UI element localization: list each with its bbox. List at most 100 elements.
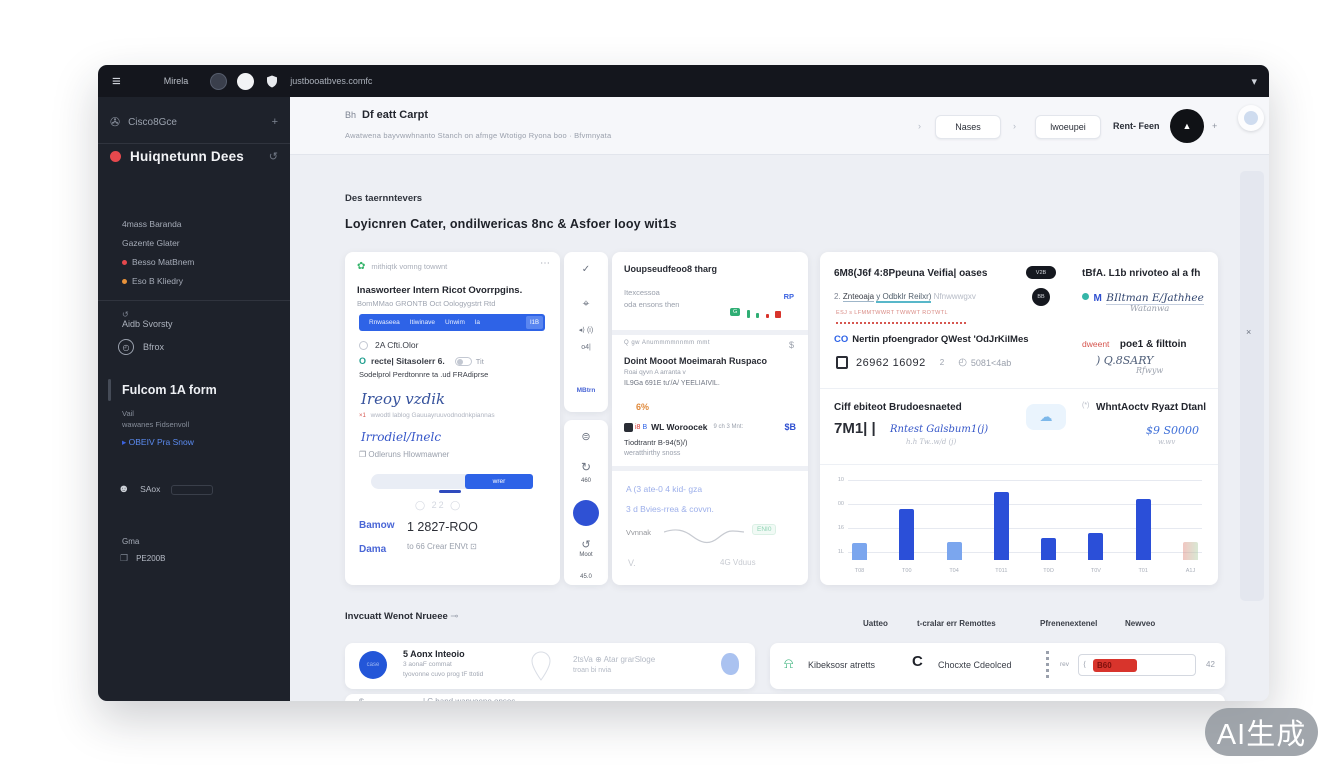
bell-icon[interactable]: ⊜	[581, 431, 591, 443]
toggle-option[interactable]: O recte| Sitasolerr 6. Tit	[359, 356, 484, 366]
amount-value: 1 2827-ROO	[407, 520, 478, 534]
cloud-badge[interactable]: ☁	[1026, 404, 1066, 430]
notes-button[interactable]: Nases	[935, 115, 1001, 139]
sidebar-recent[interactable]: ◴ Bfrox	[118, 339, 164, 355]
sidebar-item-1[interactable]: 4mass Baranda	[122, 219, 278, 229]
progress-fill-button[interactable]: wrer	[465, 474, 533, 489]
sec1-badge[interactable]: V2B	[1026, 266, 1056, 279]
add-icon[interactable]: +	[1212, 121, 1218, 131]
recent-label: Bfrox	[143, 342, 165, 352]
team-link[interactable]: ▸ OBEIV Pra Snow	[122, 437, 194, 447]
record-button[interactable]	[573, 500, 599, 526]
sidebar-item-3[interactable]: Besso MatBnem	[122, 257, 278, 267]
summary-card[interactable]: Uoupseudfeoo8 tharg Itexcessoa oda enson…	[612, 252, 808, 585]
rail-blue-label[interactable]: MBtrn	[576, 387, 596, 394]
row-right1: Kibeksosr atretts	[808, 660, 876, 670]
spark-label: Vvnnak	[626, 528, 652, 537]
chart-bar[interactable]	[899, 509, 915, 560]
secondary-button[interactable]: lwoeupei	[1035, 115, 1101, 139]
section-heading: Loyicnren Cater, ondilwericas 8nc & Asfo…	[345, 217, 677, 231]
browser-tab-title[interactable]: Mirela	[163, 76, 189, 86]
radio-icon[interactable]	[359, 340, 368, 350]
spark-badge: ENI0	[752, 524, 777, 535]
refresh-icon[interactable]: ↻	[580, 460, 592, 474]
undo-icon[interactable]: ↺	[581, 539, 591, 551]
project-header[interactable]: Huiqnetunn Dees ↺	[110, 149, 278, 164]
table-row-right[interactable]: ⍾ Kibeksosr atretts C Chocxte Cdeolced r…	[770, 643, 1225, 689]
chart-bar[interactable]	[1088, 533, 1104, 560]
row-tag: rev	[1060, 661, 1070, 668]
chart-bar[interactable]	[1041, 538, 1057, 560]
mini-b-row[interactable]: i8 B WL Woroocek 9 ch 3 Mnt: $B	[624, 422, 796, 432]
extension-icon[interactable]	[237, 72, 255, 90]
column-header-4[interactable]: Newveo	[1125, 619, 1156, 628]
add-workspace-button[interactable]: +	[271, 116, 278, 128]
sidebar-tools-link[interactable]: ↺ Aidb Svorsty	[122, 309, 173, 329]
faded-link2[interactable]: 3 d Bvies-rrea & covvn.	[626, 504, 714, 514]
more-menu-icon[interactable]: ⋯	[540, 258, 550, 269]
task-card[interactable]: ✿ mithiqtk vomng towwnt ⋯ Inasworteer In…	[345, 252, 560, 585]
chart-bar[interactable]	[946, 542, 962, 560]
workspace-switcher[interactable]: ✇ Cisco8Gce +	[110, 109, 278, 135]
blue-blob-icon[interactable]	[721, 653, 739, 675]
member-row[interactable]: ☻ SAox	[118, 483, 213, 495]
chart-bar[interactable]	[1182, 542, 1198, 560]
dollar-icon: $	[788, 340, 794, 350]
amount-label-2[interactable]: Dama	[359, 544, 387, 555]
caret-icon: ›	[1013, 121, 1016, 131]
footer-row[interactable]: ❐ PE200B	[120, 553, 165, 564]
chevron-down-icon[interactable]: ▾	[1251, 75, 1257, 88]
shield-icon[interactable]	[266, 75, 278, 88]
check-icon[interactable]: ✓	[581, 264, 591, 275]
person-icon: ☻	[118, 483, 130, 495]
chart-bar[interactable]	[993, 492, 1009, 560]
table-row-2[interactable]: $ | C band wanvoeno onses	[345, 694, 1225, 701]
chart-bar[interactable]	[852, 543, 867, 560]
profile-icon[interactable]	[210, 72, 228, 90]
sidebar-item-2[interactable]: Gazente Glater	[122, 238, 278, 248]
compass-icon: ✇	[110, 115, 121, 129]
toggle-switch[interactable]	[454, 356, 472, 366]
radio-option[interactable]: 2A Cfti.Olor	[359, 340, 418, 350]
faded-check[interactable]: V.	[628, 558, 636, 568]
mid-right-title: WhntAoctv Ryazt Dtanl	[1096, 402, 1206, 413]
team-sub1: Vail	[122, 409, 134, 418]
faded-link1[interactable]: A (3 ate-0 4 kid- gza	[626, 484, 703, 494]
close-icon[interactable]: ×	[1246, 327, 1252, 337]
column-header-2[interactable]: t-cralar err Remottes	[917, 619, 996, 628]
table-row-left[interactable]: case 5 Aonx Inteoio 3 aonaF commat tyovo…	[345, 643, 755, 689]
panel-toggle-button[interactable]	[1238, 105, 1264, 131]
progress-bar[interactable]: wrer	[371, 474, 533, 493]
report-card[interactable]: 6M8(J6f 4:8Ppeuna Veifia| oases V2B BB 2…	[820, 252, 1218, 585]
column-header-1[interactable]: Uatteo	[863, 619, 888, 628]
speaker-icon[interactable]: ◂⟩ (i)	[578, 327, 594, 334]
flag-icon[interactable]: ⌖	[582, 296, 590, 310]
user-avatar[interactable]: ▲	[1170, 109, 1204, 143]
row-sub2: tyovonne cuvo prog tF ttotid	[403, 671, 484, 678]
progress-banner[interactable]: Rnwaseea Itiwinave Unwim la I1B	[359, 314, 545, 331]
rail-460-label: 460	[580, 478, 591, 484]
row-input[interactable]: ⟨ B60	[1078, 654, 1196, 676]
chart-ytick: 16	[837, 525, 844, 531]
hamburger-icon[interactable]: ≡	[112, 72, 122, 90]
chart-bar[interactable]	[1135, 499, 1151, 560]
team-title[interactable]: Fulcom 1A form	[122, 383, 217, 397]
column-header-3[interactable]: Pfrenenextenel	[1040, 619, 1098, 628]
option-subtext: Sodelprol Perdtonnre ta .ud FRAdiprse	[359, 370, 489, 379]
slider-icon[interactable]: o4|	[581, 344, 591, 351]
note-2: ❐ Odleruns Hlowmawner	[359, 450, 450, 459]
mini-a-value: RP	[783, 292, 794, 301]
right-panel-strip[interactable]	[1240, 171, 1264, 601]
banner-seg: la	[474, 319, 480, 326]
rent-feen-button[interactable]: Rent- Feen	[1113, 121, 1160, 131]
address-bar[interactable]: justbooatbves.comfc	[290, 76, 373, 86]
sec1-badge2[interactable]: BB	[1032, 288, 1050, 306]
c-logo-icon: C	[912, 653, 923, 670]
scroll-indicator[interactable]	[108, 379, 111, 401]
amount-label-1[interactable]: Bamow	[359, 520, 395, 531]
banner-button[interactable]: I1B	[526, 316, 543, 329]
collapse-icon[interactable]: ↺	[268, 151, 278, 163]
sidebar-item-4[interactable]: Eso B Kliedry	[122, 276, 278, 286]
checkbox-icon[interactable]	[836, 356, 848, 369]
chart-gridline	[848, 480, 1202, 481]
